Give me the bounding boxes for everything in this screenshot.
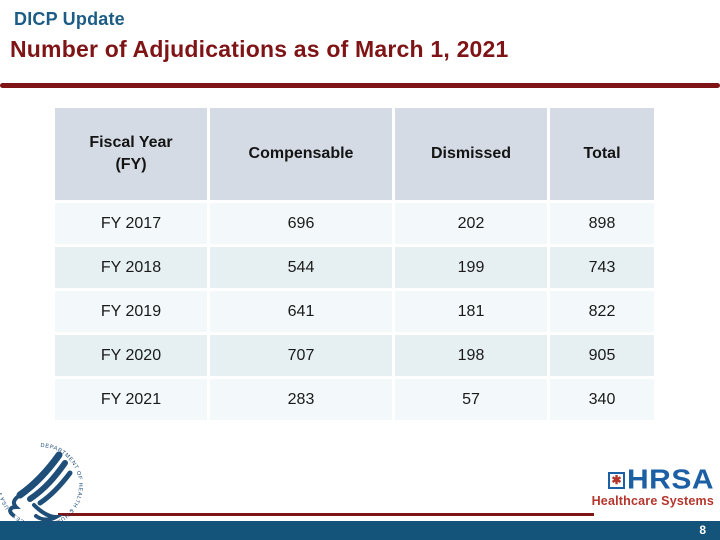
- table-row: FY 2019 641 181 822: [55, 291, 654, 332]
- hrsa-burst-icon: ✱: [607, 472, 625, 489]
- hhs-seal-logo: DEPARTMENT OF HEALTH & HUMAN SERVICES • …: [0, 438, 88, 533]
- page-number: 8: [699, 523, 706, 537]
- column-header-fiscal-year: Fiscal Year (FY): [55, 108, 207, 200]
- cell-fiscal-year: FY 2020: [55, 335, 207, 376]
- hrsa-logo: ✱ HRSA Healthcare Systems: [591, 464, 714, 508]
- hrsa-tagline: Healthcare Systems: [591, 494, 714, 508]
- cell-total: 340: [550, 379, 654, 420]
- cell-dismissed: 202: [395, 203, 547, 244]
- cell-compensable: 707: [210, 335, 392, 376]
- cell-dismissed: 57: [395, 379, 547, 420]
- column-header-compensable: Compensable: [210, 108, 392, 200]
- table-row: FY 2018 544 199 743: [55, 247, 654, 288]
- footer-divider: [58, 513, 594, 516]
- cell-compensable: 641: [210, 291, 392, 332]
- cell-dismissed: 181: [395, 291, 547, 332]
- cell-compensable: 544: [210, 247, 392, 288]
- column-header-dismissed: Dismissed: [395, 108, 547, 200]
- cell-dismissed: 199: [395, 247, 547, 288]
- cell-dismissed: 198: [395, 335, 547, 376]
- adjudications-table: Fiscal Year (FY) Compensable Dismissed T…: [52, 105, 657, 423]
- page-title: Number of Adjudications as of March 1, 2…: [10, 36, 509, 62]
- footer-band: 8: [0, 521, 720, 540]
- hhs-eagle-icon: [8, 451, 73, 522]
- cell-total: 822: [550, 291, 654, 332]
- column-header-total: Total: [550, 108, 654, 200]
- table-row: FY 2017 696 202 898: [55, 203, 654, 244]
- cell-total: 905: [550, 335, 654, 376]
- table-row: FY 2021 283 57 340: [55, 379, 654, 420]
- title-divider: [0, 83, 720, 88]
- cell-compensable: 283: [210, 379, 392, 420]
- cell-fiscal-year: FY 2018: [55, 247, 207, 288]
- cell-fiscal-year: FY 2021: [55, 379, 207, 420]
- slide-eyebrow: DICP Update: [14, 9, 125, 29]
- hrsa-acronym: HRSA: [626, 464, 714, 495]
- cell-compensable: 696: [210, 203, 392, 244]
- cell-fiscal-year: FY 2017: [55, 203, 207, 244]
- cell-total: 743: [550, 247, 654, 288]
- cell-total: 898: [550, 203, 654, 244]
- table-row: FY 2020 707 198 905: [55, 335, 654, 376]
- cell-fiscal-year: FY 2019: [55, 291, 207, 332]
- table-header-row: Fiscal Year (FY) Compensable Dismissed T…: [55, 108, 654, 200]
